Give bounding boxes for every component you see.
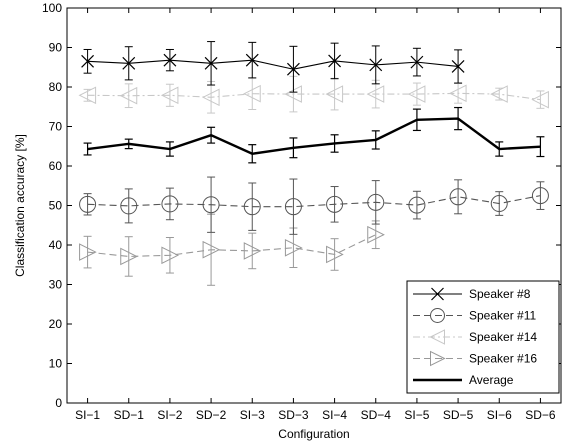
series-speaker-16 [79,213,385,286]
data-point-marker [120,247,138,266]
y-tick-label: 100 [42,1,62,15]
y-tick-label: 40 [49,238,63,252]
data-point-marker [326,245,344,264]
data-point-marker [204,56,218,70]
data-point-marker [202,240,221,259]
data-point-marker [161,246,180,265]
data-point-marker [430,308,445,323]
x-tick-label: SD−3 [278,408,309,422]
data-point-marker [367,225,385,244]
data-point-marker [243,242,262,260]
data-point-marker [245,53,259,67]
data-point-marker [448,84,467,103]
chart-series [78,41,549,286]
series-average [83,106,545,164]
data-point-marker [407,85,426,103]
data-point-marker [408,196,426,214]
data-point-marker [367,193,385,211]
y-tick-label: 70 [49,120,63,134]
legend-label: Average [469,373,514,387]
legend-label: Speaker #11 [469,309,536,323]
data-point-marker [122,56,136,70]
data-point-marker [490,85,508,103]
data-point-marker [163,53,177,67]
data-point-marker [366,85,385,103]
x-tick-label: SD−4 [361,408,392,422]
x-tick-label: SI−4 [322,408,347,422]
x-tick-label: SI−3 [240,408,265,422]
x-tick-label: SD−2 [196,408,227,422]
data-point-marker [119,86,138,105]
data-point-marker [369,58,383,72]
data-point-marker [79,243,97,261]
data-point-marker [284,198,302,216]
y-tick-label: 80 [49,80,63,94]
y-tick-label: 50 [49,199,63,213]
y-tick-label: 90 [49,41,63,55]
series-speaker-11 [79,176,549,235]
x-axis-ticks: SI−1 SD−1 SI−2 SD−2 SI−3 SD−3 SI−4 SD−4 SI−5 SD−5… [75,8,556,422]
data-point-marker [325,85,344,103]
y-tick-label: 60 [49,159,63,173]
data-point-marker [81,54,95,68]
x-tick-label: SD−6 [525,408,556,422]
y-tick-label: 10 [49,357,63,371]
series-line [87,92,541,101]
data-point-marker [161,195,179,213]
data-point-marker [120,197,138,215]
data-point-marker [429,329,445,345]
data-point-marker [201,88,220,107]
data-point-marker [410,55,424,69]
x-tick-label: SI−5 [404,408,429,422]
y-tick-label: 30 [49,278,63,292]
y-tick-label: 0 [55,396,62,410]
data-point-marker [202,196,220,214]
y-tick-label: 20 [49,317,63,331]
data-point-marker [243,198,261,216]
x-tick-label: SI−2 [157,408,182,422]
data-point-marker [431,287,444,301]
x-tick-label: SD−1 [114,408,145,422]
data-point-marker [531,90,549,109]
data-point-marker [490,195,508,213]
legend-label: Speaker #14 [469,330,537,344]
data-point-marker [286,62,300,76]
data-point-marker [531,187,549,205]
data-point-marker [79,195,97,213]
data-point-marker [449,188,467,206]
x-tick-label: SI−6 [487,408,512,422]
series-speaker-8 [81,41,465,93]
y-axis-ticks: 0 10 20 30 40 50 60 70 80 90 100 [42,1,561,410]
data-point-marker [328,54,342,68]
data-point-marker [243,84,261,103]
data-point-marker [78,86,97,105]
chart-legend: Speaker #8 Speaker #11 Speaker #14 Speaker … [406,280,560,394]
x-tick-label: SI−1 [75,408,100,422]
x-axis-label: Configuration [278,427,349,441]
series-line [87,59,459,70]
data-point-marker [160,86,179,105]
x-tick-label: SD−5 [443,408,474,422]
legend-label: Speaker #16 [469,352,537,366]
legend-label: Speaker #8 [469,287,531,301]
data-point-marker [326,195,344,213]
series-line [87,195,541,208]
data-point-marker [430,350,446,367]
y-axis-label: Classification accuracy [%] [13,134,27,277]
series-speaker-14 [78,75,549,114]
data-point-marker [451,60,465,73]
series-line [87,117,541,155]
data-point-marker [284,238,303,257]
